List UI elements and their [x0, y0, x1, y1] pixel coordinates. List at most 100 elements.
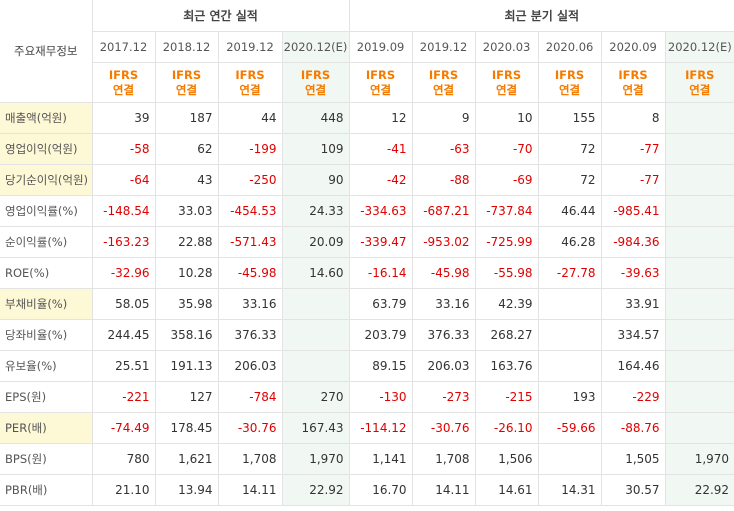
value-cell: 1,621 — [155, 443, 219, 475]
value-cell: -215 — [475, 381, 539, 413]
value-cell: 46.44 — [538, 195, 602, 227]
value-cell: 63.79 — [348, 288, 413, 320]
value-cell: -454.53 — [218, 195, 283, 227]
consolidated-label: 연결 — [558, 82, 581, 97]
value-cell: 44 — [218, 102, 283, 134]
value-cell: 1,505 — [601, 443, 666, 475]
row-label: ROE(%) — [0, 257, 93, 289]
value-cell: 14.11 — [412, 474, 476, 506]
value-cell: -273 — [412, 381, 476, 413]
period-header: 2017.12 — [92, 31, 156, 63]
value-cell: -59.66 — [538, 412, 602, 444]
ifrs-basis-label: IFRS 연결 — [218, 62, 283, 103]
table-row: 매출액(억원) 39 187 44 448 12 9 10 155 8 — [0, 102, 734, 134]
value-cell: -45.98 — [412, 257, 476, 289]
value-cell: 203.79 — [348, 319, 413, 351]
value-cell: -571.43 — [218, 226, 283, 258]
ifrs-basis-label: IFRS 연결 — [412, 62, 476, 103]
value-cell — [282, 288, 350, 320]
table-row: BPS(원) 780 1,621 1,708 1,970 1,141 1,708 1,506 1… — [0, 443, 734, 475]
value-cell: 12 — [348, 102, 413, 134]
value-cell: 9 — [412, 102, 476, 134]
value-cell: 206.03 — [412, 350, 476, 382]
value-cell: -339.47 — [348, 226, 413, 258]
value-cell: -26.10 — [475, 412, 539, 444]
value-cell: 22.88 — [155, 226, 219, 258]
value-cell: 33.03 — [155, 195, 219, 227]
consolidated-label: 연결 — [432, 82, 455, 97]
consolidated-label: 연결 — [175, 82, 198, 97]
value-cell: 268.27 — [475, 319, 539, 351]
value-cell: -27.78 — [538, 257, 602, 289]
ifrs-label: IFRS — [365, 67, 396, 82]
value-cell: 1,506 — [475, 443, 539, 475]
value-cell — [665, 102, 734, 134]
quarter-group-title: 최근 분기 실적 — [348, 0, 734, 32]
table-row: 당좌비율(%) 244.45 358.16 376.33 203.79 376.33 268… — [0, 319, 734, 351]
value-cell: 109 — [282, 133, 350, 165]
ifrs-label: IFRS — [491, 67, 522, 82]
row-label: 매출액(억원) — [0, 102, 93, 134]
ifrs-basis-label: IFRS 연결 — [92, 62, 156, 103]
value-cell — [665, 226, 734, 258]
value-cell: 206.03 — [218, 350, 283, 382]
row-label: 순이익률(%) — [0, 226, 93, 258]
value-cell: 14.11 — [218, 474, 283, 506]
value-cell: 43 — [155, 164, 219, 196]
value-cell: 62 — [155, 133, 219, 165]
value-cell: 21.10 — [92, 474, 156, 506]
consolidated-label: 연결 — [689, 82, 711, 97]
value-cell: -32.96 — [92, 257, 156, 289]
value-cell: 1,970 — [665, 443, 734, 475]
ifrs-basis-label: IFRS 연결 — [538, 62, 602, 103]
value-cell — [665, 381, 734, 413]
table-row: PER(배) -74.49 178.45 -30.76 167.43 -114.12 -30… — [0, 412, 734, 444]
value-cell: 193 — [538, 381, 602, 413]
value-cell: 127 — [155, 381, 219, 413]
value-cell: -39.63 — [601, 257, 666, 289]
value-cell: -77 — [601, 164, 666, 196]
consolidated-label: 연결 — [239, 82, 261, 97]
value-cell: 178.45 — [155, 412, 219, 444]
value-cell: 14.61 — [475, 474, 539, 506]
ifrs-basis-label: IFRS 연결 — [155, 62, 219, 103]
value-cell: -199 — [218, 133, 283, 165]
period-header: 2019.12 — [412, 31, 476, 63]
value-cell: -74.49 — [92, 412, 156, 444]
value-cell — [665, 319, 734, 351]
value-cell: -984.36 — [601, 226, 666, 258]
value-cell: -55.98 — [475, 257, 539, 289]
value-cell: 163.76 — [475, 350, 539, 382]
ifrs-basis-label: IFRS 연결 — [665, 62, 734, 103]
row-label: 영업이익률(%) — [0, 195, 93, 227]
ifrs-basis-label: IFRS 연결 — [348, 62, 413, 103]
value-cell: 90 — [282, 164, 350, 196]
table-row: 부채비율(%) 58.05 35.98 33.16 63.79 33.16 42.39 33.… — [0, 288, 734, 320]
value-cell: -953.02 — [412, 226, 476, 258]
value-cell: 58.05 — [92, 288, 156, 320]
ifrs-label: IFRS — [618, 67, 648, 82]
value-cell: 780 — [92, 443, 156, 475]
annual-group-title: 최근 연간 실적 — [92, 0, 350, 32]
table-row: 유보율(%) 25.51 191.13 206.03 89.15 206.03 163.76… — [0, 350, 734, 382]
value-cell: -114.12 — [348, 412, 413, 444]
value-cell: 16.70 — [348, 474, 413, 506]
value-cell: 1,141 — [348, 443, 413, 475]
row-label: 당기순이익(억원) — [0, 164, 93, 196]
period-header: 2019.09 — [348, 31, 413, 63]
consolidated-label: 연결 — [369, 82, 392, 97]
value-cell: 46.28 — [538, 226, 602, 258]
value-cell: -229 — [601, 381, 666, 413]
value-cell: 30.57 — [601, 474, 666, 506]
period-header: 2020.06 — [538, 31, 602, 63]
value-cell: 1,970 — [282, 443, 350, 475]
value-cell: 33.16 — [412, 288, 476, 320]
value-cell: -88 — [412, 164, 476, 196]
value-cell: -163.23 — [92, 226, 156, 258]
value-cell: 33.91 — [601, 288, 666, 320]
consolidated-label: 연결 — [495, 82, 518, 97]
value-cell: -16.14 — [348, 257, 413, 289]
value-cell: 33.16 — [218, 288, 283, 320]
value-cell: -42 — [348, 164, 413, 196]
value-cell — [665, 195, 734, 227]
